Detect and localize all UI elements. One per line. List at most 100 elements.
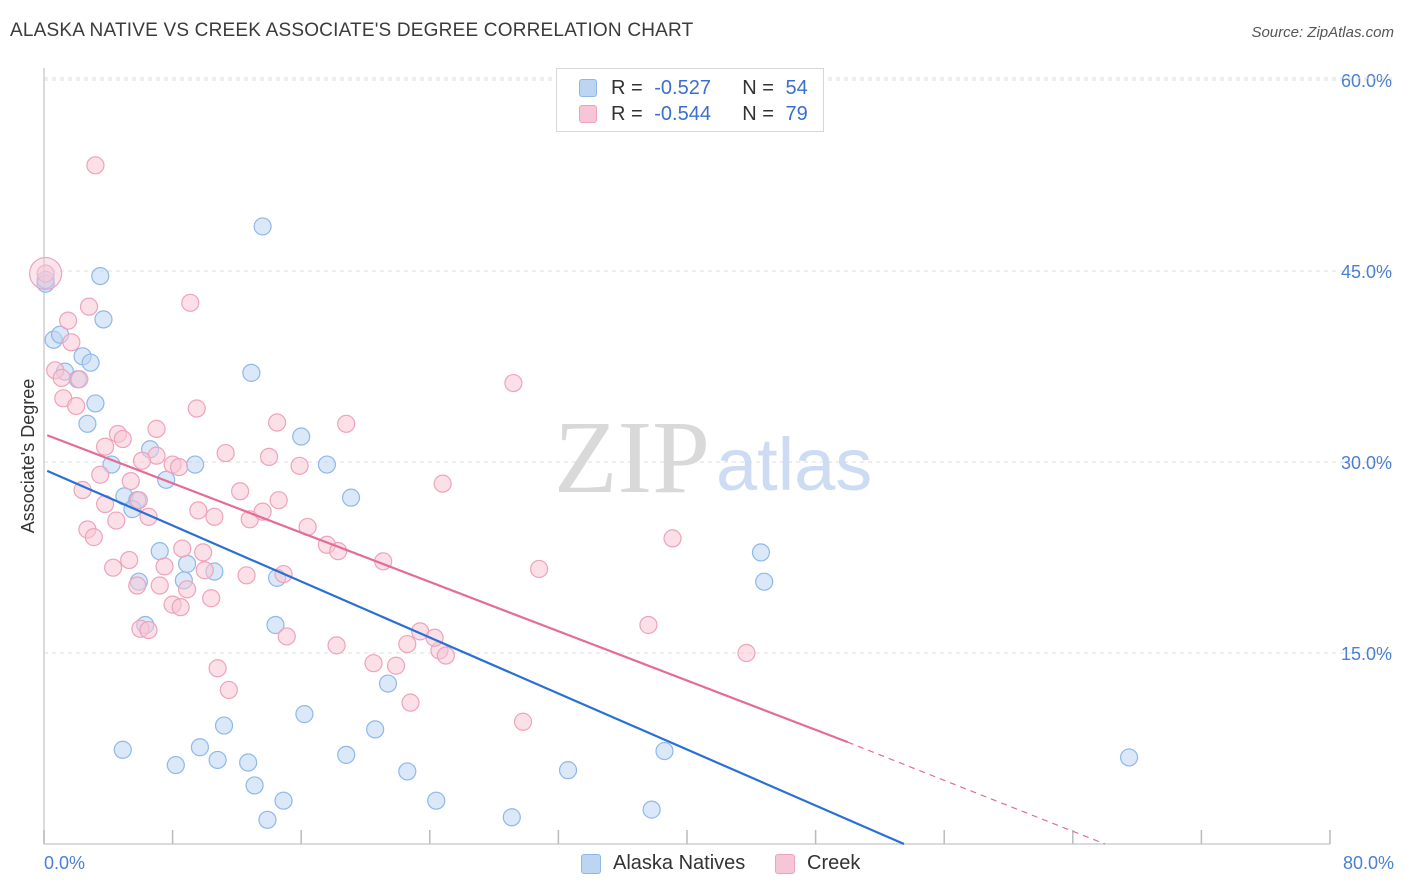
creek-point-large <box>29 256 63 291</box>
creek-point <box>231 482 250 501</box>
creek-point <box>737 643 756 663</box>
creek-point <box>513 712 533 731</box>
alaska-natives-point <box>113 740 132 759</box>
creek-point <box>86 156 105 175</box>
creek-point <box>194 543 213 562</box>
alaska-natives-point <box>258 810 277 829</box>
creek-point <box>433 474 452 493</box>
creek-point <box>107 511 126 530</box>
creek-point <box>132 451 152 470</box>
series-legend: Alaska Natives Creek <box>0 852 1406 878</box>
alaska-natives-point <box>751 543 771 562</box>
alaska-natives-point <box>94 310 113 329</box>
series-swatch-blue <box>581 853 601 874</box>
creek-point <box>187 399 206 418</box>
alaska-natives-point <box>317 455 337 474</box>
x-tick-label: 0.0% <box>44 853 85 873</box>
creek-point <box>36 264 55 283</box>
creek-point <box>327 636 346 655</box>
alaska-natives-point <box>208 750 227 770</box>
legend-r-value: -0.527 <box>654 76 711 99</box>
creek-point <box>398 634 417 654</box>
creek-point <box>386 656 406 675</box>
alaska-natives-point <box>186 455 205 474</box>
creek-point <box>277 627 296 646</box>
alaska-natives-point <box>292 427 311 446</box>
legend-r-label: R = <box>611 102 649 125</box>
creek-point <box>67 396 86 416</box>
creek-point <box>269 491 288 510</box>
creek-point <box>219 680 238 700</box>
creek-point <box>639 615 658 635</box>
watermark-atlas: atlas <box>716 423 872 506</box>
series-swatch-pink <box>775 853 795 874</box>
y-tick-label: 45.0% <box>1341 262 1392 282</box>
legend-n-value: 54 <box>785 76 808 99</box>
alaska-natives-point <box>150 542 169 561</box>
alaska-natives-point <box>245 776 264 795</box>
creek-point <box>205 507 224 526</box>
creek-point <box>290 456 309 475</box>
creek-point <box>155 557 174 576</box>
alaska-natives-point <box>337 745 356 764</box>
y-tick-label: 30.0% <box>1341 453 1392 473</box>
creek-point <box>208 659 227 678</box>
creek-point <box>177 580 197 599</box>
watermark-zip: ZIP <box>554 400 710 515</box>
y-axis-title: Associate's Degree <box>18 379 38 534</box>
creek-point <box>147 419 166 438</box>
alaska-natives-point <box>1119 748 1139 767</box>
creek-point <box>59 311 78 330</box>
series-legend-label: Alaska Natives <box>613 852 746 874</box>
alaska-natives-point <box>242 363 261 382</box>
legend-n-value: 79 <box>785 102 808 125</box>
creek-point <box>436 646 455 665</box>
creek-point <box>129 491 148 510</box>
creek-point <box>504 373 523 393</box>
alaska-natives-point <box>266 615 285 635</box>
creek-point <box>401 693 420 712</box>
creek-point <box>171 598 190 617</box>
creek-point <box>120 550 139 570</box>
creek-trendline-extension <box>847 741 1106 845</box>
legend-r-value: -0.544 <box>654 102 711 125</box>
alaska-natives-point <box>177 554 197 573</box>
correlation-legend: R = -0.527 N = 54 R = -0.544 N = 79 <box>556 68 824 132</box>
creek-point <box>84 528 103 547</box>
series-legend-label: Creek <box>807 852 861 874</box>
x-tick-label: 80.0% <box>1343 853 1394 873</box>
alaska-natives-point <box>239 753 258 772</box>
y-tick-label: 60.0% <box>1341 71 1392 91</box>
alaska-natives-point <box>502 808 521 827</box>
creek-point <box>150 576 169 595</box>
creek-point <box>121 472 140 491</box>
legend-row-creek: R = -0.544 N = 79 <box>579 101 808 127</box>
creek-point <box>202 589 221 608</box>
creek-point <box>70 370 89 389</box>
creek-point <box>91 465 110 484</box>
creek-point <box>79 297 99 316</box>
creek-point <box>128 576 147 595</box>
creek-point <box>195 561 214 580</box>
alaska-natives-point <box>190 738 210 757</box>
series-legend-alaska-natives: Alaska Natives <box>581 852 745 875</box>
creek-point <box>181 293 200 312</box>
series-legend-creek: Creek <box>775 852 860 875</box>
chart-title: ALASKA NATIVE VS CREEK ASSOCIATE'S DEGRE… <box>10 20 694 41</box>
creek-point <box>337 414 356 433</box>
creek-point <box>259 447 279 467</box>
alaska-natives-point <box>642 800 661 819</box>
alaska-natives-point <box>78 414 97 433</box>
alaska-natives-point <box>558 761 578 780</box>
chart-source: Source: ZipAtlas.com <box>1251 24 1394 41</box>
alaska-natives-trendline <box>46 469 905 846</box>
creek-point <box>267 413 287 432</box>
alaska-natives-point <box>81 353 100 372</box>
alaska-natives-point <box>214 716 234 735</box>
creek-trendline <box>46 434 849 744</box>
creek-point <box>216 443 235 463</box>
creek-point <box>139 620 158 640</box>
creek-point <box>364 654 383 673</box>
alaska-natives-point <box>102 455 121 474</box>
